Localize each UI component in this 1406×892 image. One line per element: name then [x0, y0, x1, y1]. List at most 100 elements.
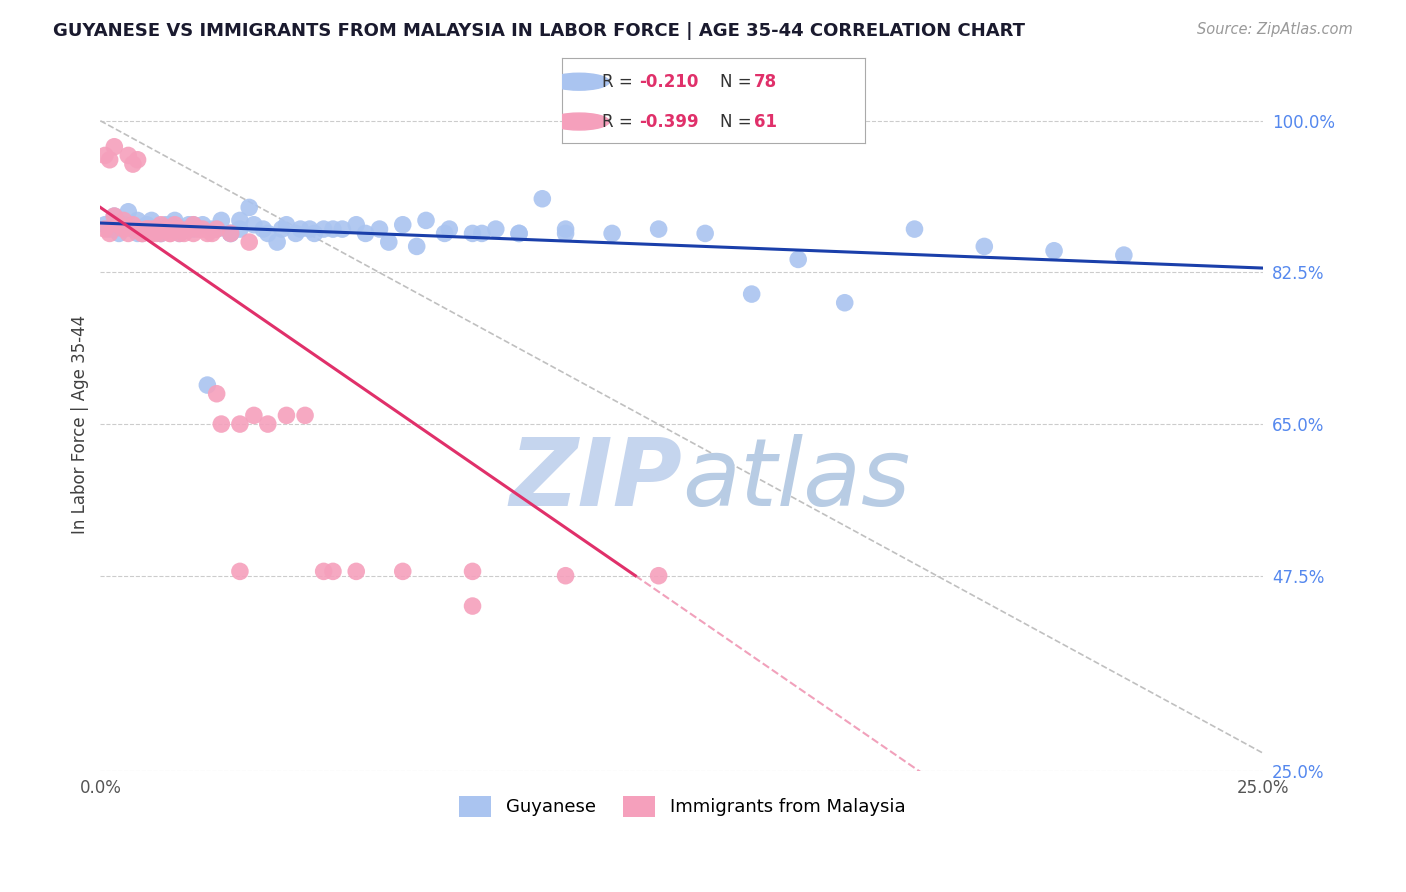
Point [122, 157, 145, 171]
Point [163, 213, 186, 227]
Point [117, 148, 139, 162]
Point [391, 218, 413, 232]
Point [368, 222, 391, 236]
Point [290, 222, 312, 236]
Point [554, 222, 576, 236]
Point [284, 227, 307, 241]
Point [141, 227, 163, 241]
Point [647, 222, 669, 236]
Text: ZIP: ZIP [509, 434, 682, 525]
Point [141, 213, 163, 227]
Point [1112, 248, 1135, 262]
Point [94, 218, 117, 232]
Text: -0.399: -0.399 [640, 112, 699, 130]
Point [163, 218, 186, 232]
Point [554, 568, 576, 582]
Point [159, 218, 181, 232]
Point [294, 409, 316, 423]
Point [122, 222, 145, 236]
Point [415, 213, 437, 227]
Point [461, 227, 484, 241]
Point [149, 218, 172, 232]
Point [391, 565, 413, 579]
Point [554, 227, 576, 241]
Circle shape [548, 113, 609, 130]
Point [322, 222, 344, 236]
Point [173, 227, 195, 241]
Point [229, 213, 252, 227]
Point [238, 201, 260, 215]
Point [173, 222, 195, 236]
Point [145, 227, 167, 241]
Point [695, 227, 717, 241]
Point [205, 222, 228, 236]
Point [276, 218, 298, 232]
Point [647, 568, 669, 582]
Text: GUYANESE VS IMMIGRANTS FROM MALAYSIA IN LABOR FORCE | AGE 35-44 CORRELATION CHAR: GUYANESE VS IMMIGRANTS FROM MALAYSIA IN … [53, 22, 1025, 40]
Point [177, 218, 200, 232]
Point [191, 218, 214, 232]
Text: 61: 61 [755, 112, 778, 130]
Text: atlas: atlas [682, 434, 910, 525]
Point [344, 218, 367, 232]
Text: N =: N = [720, 73, 756, 91]
Point [256, 417, 278, 431]
Point [149, 227, 172, 241]
Text: Source: ZipAtlas.com: Source: ZipAtlas.com [1197, 22, 1353, 37]
Point [508, 227, 530, 241]
Point [531, 192, 554, 206]
Point [145, 222, 167, 236]
Point [135, 222, 157, 236]
Point [169, 227, 191, 241]
Text: -0.210: -0.210 [640, 73, 699, 91]
Point [135, 222, 157, 236]
Point [191, 222, 214, 236]
Point [135, 222, 157, 236]
Point [94, 148, 117, 162]
Point [98, 227, 121, 241]
Point [344, 565, 367, 579]
Point [98, 222, 121, 236]
Point [600, 227, 623, 241]
Point [127, 227, 149, 241]
Circle shape [548, 73, 609, 90]
Point [243, 409, 266, 423]
Text: 78: 78 [755, 73, 778, 91]
Point [155, 218, 177, 232]
Point [209, 417, 232, 431]
Point [229, 565, 252, 579]
Text: R =: R = [602, 73, 638, 91]
Point [238, 235, 260, 249]
Point [108, 218, 131, 232]
Point [201, 227, 224, 241]
Point [127, 222, 149, 236]
Point [195, 227, 218, 241]
Point [117, 204, 139, 219]
Point [159, 227, 181, 241]
Point [405, 239, 427, 253]
Point [508, 227, 530, 241]
Point [461, 599, 484, 613]
Point [183, 227, 205, 241]
Point [122, 218, 145, 232]
Point [439, 222, 461, 236]
Point [112, 222, 135, 236]
Point [103, 140, 125, 154]
Point [243, 218, 266, 232]
Text: R =: R = [602, 112, 638, 130]
Point [103, 209, 125, 223]
Point [159, 227, 181, 241]
Point [98, 153, 121, 167]
Point [787, 252, 810, 267]
Legend: Guyanese, Immigrants from Malaysia: Guyanese, Immigrants from Malaysia [451, 789, 912, 824]
Point [252, 222, 274, 236]
Point [205, 222, 228, 236]
Point [378, 235, 401, 249]
Point [163, 222, 186, 236]
Point [205, 386, 228, 401]
Point [461, 565, 484, 579]
Point [141, 222, 163, 236]
Point [112, 218, 135, 232]
Point [173, 222, 195, 236]
Point [312, 222, 335, 236]
